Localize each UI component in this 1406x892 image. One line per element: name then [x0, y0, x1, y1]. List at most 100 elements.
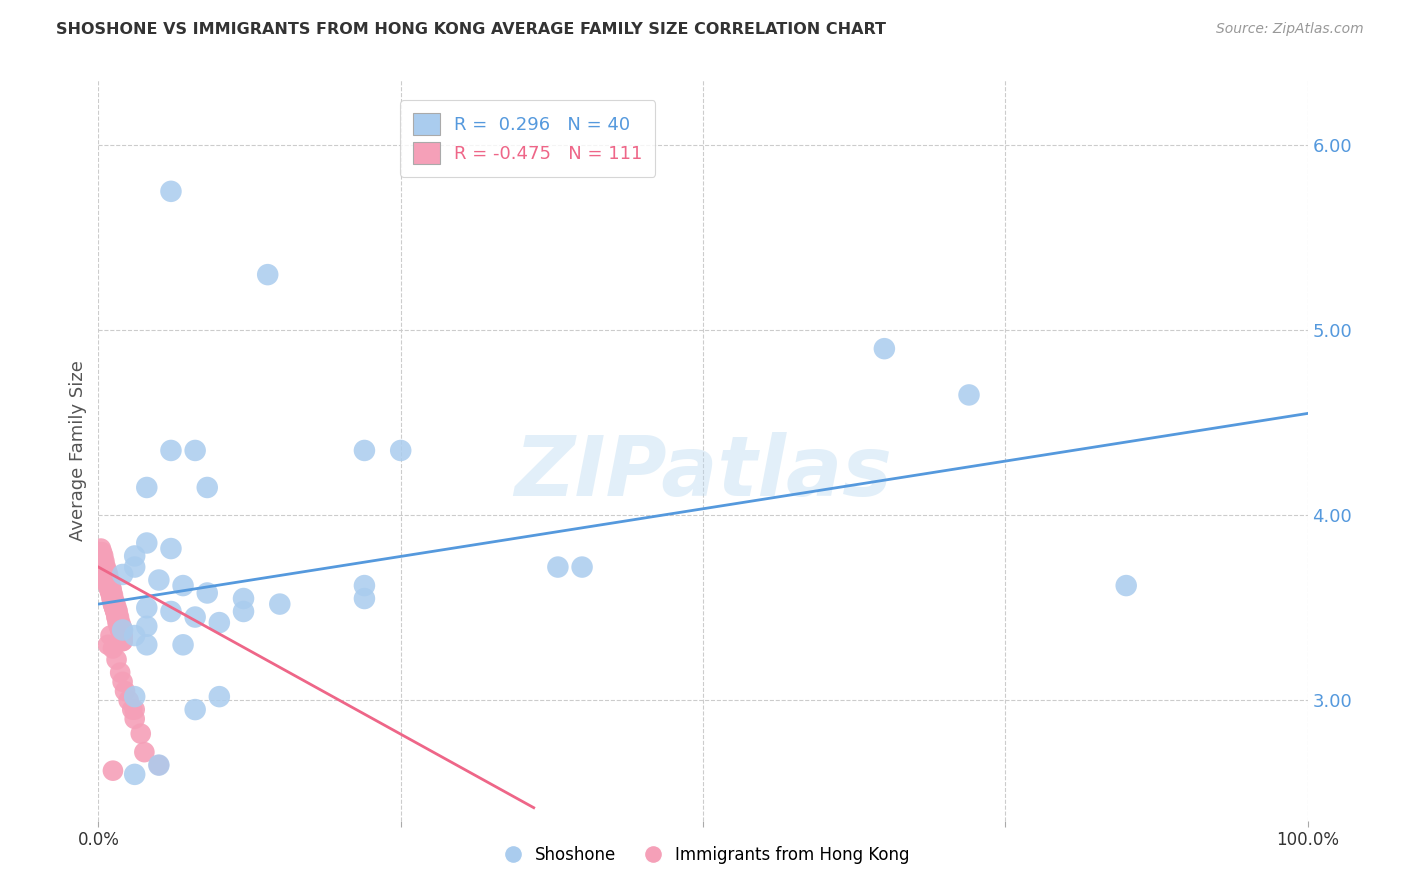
Point: [160, 605, 183, 619]
Point: [389, 443, 412, 458]
Point: [195, 480, 218, 494]
Point: [148, 758, 170, 772]
Point: [93, 555, 115, 569]
Point: [93, 560, 115, 574]
Point: [160, 541, 183, 556]
Point: [107, 610, 129, 624]
Point: [108, 610, 131, 624]
Point: [91, 557, 114, 571]
Point: [104, 600, 127, 615]
Point: [94, 564, 117, 578]
Point: [93, 560, 115, 574]
Point: [353, 443, 375, 458]
Point: [100, 578, 122, 592]
Point: [108, 665, 131, 680]
Point: [129, 726, 152, 740]
Point: [100, 588, 122, 602]
Point: [104, 605, 127, 619]
Point: [208, 690, 231, 704]
Point: [184, 610, 207, 624]
Point: [96, 574, 118, 589]
Point: [103, 600, 125, 615]
Point: [232, 591, 254, 606]
Point: [111, 623, 134, 637]
Point: [100, 582, 122, 597]
Point: [100, 588, 122, 602]
Point: [110, 623, 132, 637]
Point: [104, 600, 127, 615]
Point: [101, 597, 124, 611]
Point: [110, 628, 132, 642]
Point: [100, 582, 122, 597]
Point: [91, 560, 114, 574]
Point: [111, 623, 134, 637]
Point: [547, 560, 569, 574]
Point: [107, 615, 129, 630]
Text: SHOSHONE VS IMMIGRANTS FROM HONG KONG AVERAGE FAMILY SIZE CORRELATION CHART: SHOSHONE VS IMMIGRANTS FROM HONG KONG AV…: [56, 22, 886, 37]
Point: [160, 443, 183, 458]
Point: [124, 560, 146, 574]
Point: [108, 615, 131, 630]
Point: [124, 712, 146, 726]
Point: [101, 597, 124, 611]
Point: [353, 578, 375, 592]
Point: [103, 593, 125, 607]
Point: [96, 573, 118, 587]
Point: [111, 567, 134, 582]
Point: [1115, 578, 1137, 592]
Point: [90, 549, 112, 563]
Point: [100, 591, 122, 606]
Point: [208, 615, 231, 630]
Point: [111, 628, 134, 642]
Point: [94, 569, 117, 583]
Point: [90, 552, 112, 566]
Point: [184, 443, 207, 458]
Point: [91, 552, 114, 566]
Point: [571, 560, 593, 574]
Point: [353, 591, 375, 606]
Point: [108, 615, 131, 630]
Point: [101, 593, 124, 607]
Point: [108, 619, 131, 633]
Point: [124, 628, 146, 642]
Point: [100, 591, 122, 606]
Point: [101, 593, 124, 607]
Point: [269, 597, 291, 611]
Y-axis label: Average Family Size: Average Family Size: [69, 360, 87, 541]
Point: [96, 567, 118, 582]
Point: [91, 545, 114, 559]
Point: [105, 610, 128, 624]
Point: [103, 600, 125, 615]
Point: [101, 641, 124, 656]
Point: [108, 615, 131, 630]
Point: [96, 564, 118, 578]
Point: [148, 758, 170, 772]
Point: [97, 638, 120, 652]
Point: [90, 541, 112, 556]
Point: [111, 628, 134, 642]
Point: [107, 615, 129, 630]
Point: [97, 578, 120, 592]
Point: [135, 638, 157, 652]
Point: [100, 628, 122, 642]
Point: [97, 573, 120, 587]
Point: [135, 600, 157, 615]
Point: [98, 578, 121, 592]
Point: [97, 567, 120, 582]
Point: [873, 342, 896, 356]
Point: [184, 703, 207, 717]
Point: [108, 619, 131, 633]
Point: [105, 652, 128, 666]
Point: [98, 578, 121, 592]
Point: [172, 638, 194, 652]
Point: [108, 619, 131, 633]
Point: [108, 619, 131, 633]
Point: [110, 628, 132, 642]
Point: [232, 605, 254, 619]
Point: [124, 703, 146, 717]
Point: [148, 573, 170, 587]
Point: [107, 605, 129, 619]
Point: [118, 693, 141, 707]
Point: [104, 597, 127, 611]
Point: [957, 388, 980, 402]
